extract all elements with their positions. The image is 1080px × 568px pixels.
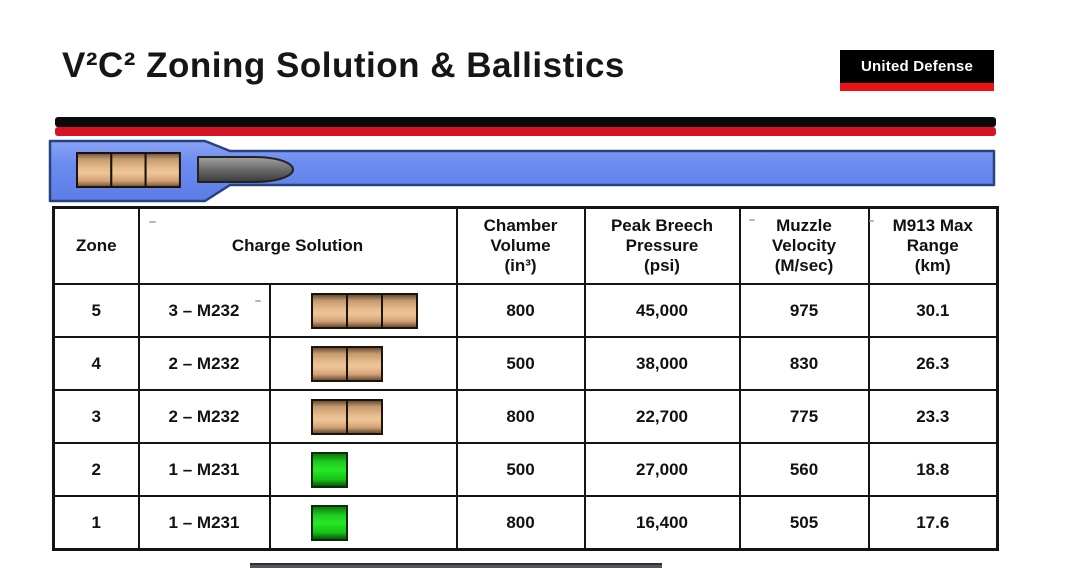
header-peak-breech-pressure: Peak Breech Pressure (psi): [583, 206, 741, 285]
m232-charge-icon: [310, 398, 348, 435]
zone-cell: 3: [52, 389, 140, 444]
logo-text: United Defense: [861, 58, 973, 75]
m232-charge-icon: [144, 152, 181, 188]
header-max-range: M913 Max Range (km): [867, 206, 999, 285]
charge-increment-icons: [310, 292, 456, 329]
m231-charge-icon: [310, 504, 348, 541]
range-cell: 30.1: [867, 283, 999, 338]
charge-label-cell: 2 – M232: [137, 389, 271, 444]
velocity-cell: 775: [738, 389, 870, 444]
m232-charge-icon: [345, 345, 383, 382]
m232-charge-icon: [110, 152, 147, 188]
cutoff-footer-bar: [250, 563, 662, 568]
charge-graphic-cell: [268, 442, 458, 497]
charge-label-cell: 1 – M231: [137, 442, 271, 497]
m232-charge-icon: [310, 345, 348, 382]
charge-increment-icons: [310, 345, 456, 382]
zone-cell: 5: [52, 283, 140, 338]
charge-label-cell: 1 – M231: [137, 495, 271, 551]
velocity-cell: 830: [738, 336, 870, 391]
velocity-cell: 505: [738, 495, 870, 551]
chamber-volume-cell: 800: [455, 389, 586, 444]
range-cell: 17.6: [867, 495, 999, 551]
scan-artifact-dash: [149, 221, 156, 223]
chamber-volume-cell: 800: [455, 495, 586, 551]
charge-graphic-cell: [268, 389, 458, 444]
charge-graphic-cell: [268, 283, 458, 338]
breech-and-barrel-diagram: [48, 139, 996, 203]
header-chamber-volume: Chamber Volume (in³): [455, 206, 586, 285]
m232-charge-icon: [380, 292, 418, 329]
zone-cell: 4: [52, 336, 140, 391]
zoning-ballistics-table: Zone Charge Solution Chamber Volume (in³…: [52, 206, 999, 551]
header-row: Zone Charge Solution Chamber Volume (in³…: [52, 206, 999, 285]
pressure-cell: 45,000: [583, 283, 741, 338]
pressure-cell: 16,400: [583, 495, 741, 551]
charge-increment-icons: [310, 398, 456, 435]
united-defense-logo: United Defense: [840, 50, 994, 91]
charge-graphic-cell: [268, 336, 458, 391]
charge-increment-icons: [310, 451, 456, 488]
m232-charge-icon: [345, 398, 383, 435]
header-charge-solution: Charge Solution: [137, 206, 458, 285]
range-cell: 26.3: [867, 336, 999, 391]
barrel-outline: [48, 139, 996, 203]
velocity-cell: 560: [738, 442, 870, 497]
scan-artifact-dash: [255, 300, 261, 302]
m231-charge-icon: [310, 451, 348, 488]
range-cell: 18.8: [867, 442, 999, 497]
projectile-icon: [197, 156, 294, 183]
pressure-cell: 38,000: [583, 336, 741, 391]
divider-black-bar: [55, 117, 996, 127]
header-zone: Zone: [52, 206, 140, 285]
logo-red-stripe: [840, 83, 994, 91]
pressure-cell: 27,000: [583, 442, 741, 497]
header-muzzle-velocity: Muzzle Velocity (M/sec): [738, 206, 870, 285]
charge-increment-icons: [310, 504, 456, 541]
range-cell: 23.3: [867, 389, 999, 444]
m232-charge-icon: [76, 152, 113, 188]
zone-cell: 2: [52, 442, 140, 497]
chamber-volume-cell: 500: [455, 442, 586, 497]
m232-charge-icon: [310, 292, 348, 329]
charge-graphic-cell: [268, 495, 458, 551]
scan-artifact-dash: [749, 219, 755, 221]
charge-label-cell: 2 – M232: [137, 336, 271, 391]
m232-charge-icon: [345, 292, 383, 329]
divider-red-bar: [55, 127, 996, 136]
page-title: V²C² Zoning Solution & Ballistics: [62, 46, 625, 85]
zone-cell: 1: [52, 495, 140, 551]
chamber-volume-cell: 800: [455, 283, 586, 338]
chamber-volume-cell: 500: [455, 336, 586, 391]
pressure-cell: 22,700: [583, 389, 741, 444]
velocity-cell: 975: [738, 283, 870, 338]
logo-black-box: United Defense: [840, 50, 994, 83]
charge-label-cell: 3 – M232: [137, 283, 271, 338]
scan-artifact-dash: [869, 220, 874, 222]
